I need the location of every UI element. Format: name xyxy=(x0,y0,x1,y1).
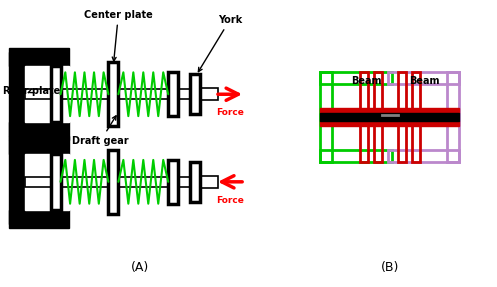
Text: (A): (A) xyxy=(131,261,150,274)
Bar xyxy=(51,154,61,210)
Bar xyxy=(320,72,392,84)
Bar xyxy=(388,72,459,84)
Bar xyxy=(200,176,218,188)
Bar xyxy=(320,72,332,162)
Bar xyxy=(190,74,200,114)
Bar xyxy=(320,113,459,121)
Text: Center plate: Center plate xyxy=(84,9,153,61)
Bar xyxy=(51,66,61,122)
Text: York: York xyxy=(198,15,242,72)
Text: Draft gear: Draft gear xyxy=(72,116,129,146)
Text: (B): (B) xyxy=(380,261,399,274)
Text: Force: Force xyxy=(216,196,244,205)
Bar xyxy=(412,72,419,162)
Text: Force: Force xyxy=(216,108,244,117)
Bar xyxy=(8,122,69,140)
Bar xyxy=(190,162,200,202)
Bar xyxy=(447,72,459,162)
Bar xyxy=(25,177,199,187)
Text: Rear plate: Rear plate xyxy=(2,86,60,96)
Bar xyxy=(320,108,459,113)
Bar xyxy=(8,136,69,154)
Bar xyxy=(25,154,69,210)
Bar xyxy=(388,150,459,162)
Bar xyxy=(8,49,69,66)
Bar xyxy=(25,89,199,99)
Bar xyxy=(8,53,25,136)
Bar xyxy=(108,150,118,214)
Bar xyxy=(8,140,25,224)
Bar xyxy=(8,210,69,228)
Bar xyxy=(168,160,178,204)
Bar xyxy=(108,62,118,126)
Bar xyxy=(200,88,218,100)
Bar xyxy=(398,72,406,162)
Bar xyxy=(360,72,368,162)
Bar xyxy=(168,72,178,116)
Bar xyxy=(320,121,459,126)
Bar xyxy=(320,150,392,162)
Bar xyxy=(374,72,382,162)
Text: Beam: Beam xyxy=(409,76,440,86)
Bar xyxy=(25,66,69,122)
Text: Beam: Beam xyxy=(351,76,382,86)
